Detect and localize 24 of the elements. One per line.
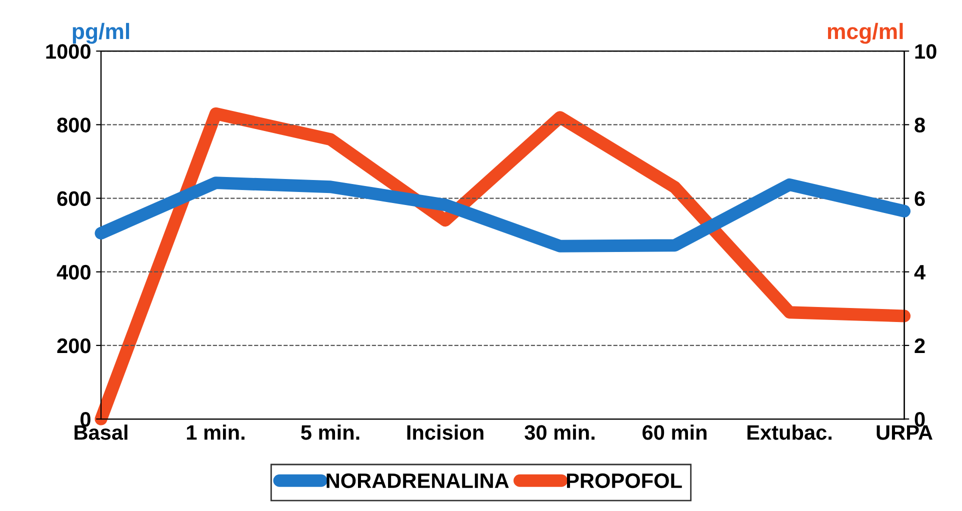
x-tick-label: 1 min.	[186, 424, 244, 440]
y2-tick-label: 6	[914, 191, 925, 206]
y-tick-label: 1000	[46, 44, 90, 59]
x-tick-label: 60 min	[642, 424, 706, 440]
y-tick-label: 200	[57, 338, 90, 354]
y2-tick-label: 2	[914, 338, 925, 353]
x-tick-label: URPA	[876, 425, 932, 440]
x-tick-label: Incision	[407, 424, 484, 440]
x-tick-label: 5 min.	[301, 424, 360, 440]
legend-label: NORADRENALINA	[326, 473, 509, 488]
x-tick-label: Extubac.	[748, 424, 832, 440]
legend-label: PROPOFOL	[566, 473, 682, 488]
x-tick-label: Basal	[74, 424, 128, 440]
y2-tick-label: 0	[914, 412, 925, 427]
y2-tick-label: 10	[915, 44, 936, 59]
y-tick-label: 600	[57, 191, 90, 206]
y2-axis-title: mcg/ml	[828, 22, 903, 44]
y-axis-title: pg/ml	[72, 22, 130, 44]
y2-tick-label: 4	[914, 265, 926, 280]
y2-tick-label: 8	[914, 118, 925, 132]
y-tick-label: 0	[80, 412, 90, 427]
y-tick-label: 400	[56, 264, 90, 280]
y-tick-label: 800	[57, 118, 90, 132]
x-tick-label: 30 min.	[524, 424, 594, 440]
